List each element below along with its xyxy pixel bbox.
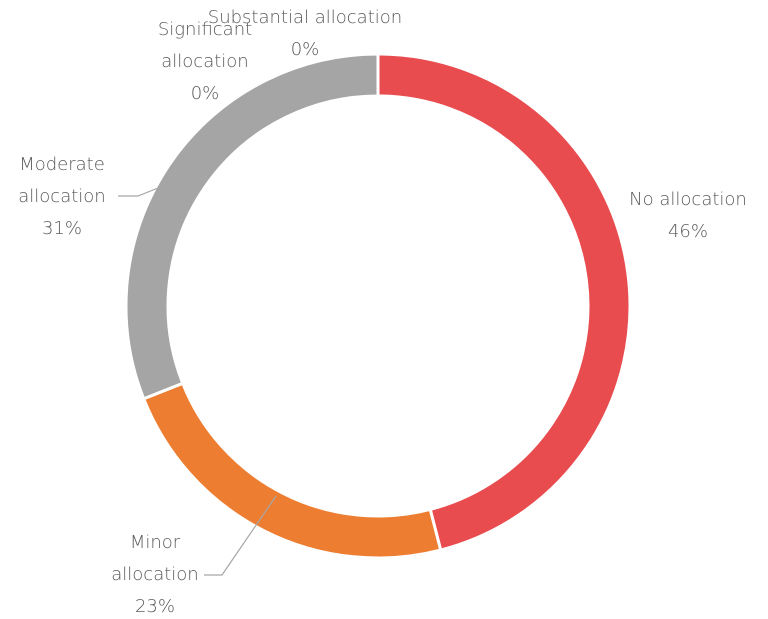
donut-slice: [124, 52, 380, 401]
slice-value-label: 23%: [135, 596, 175, 617]
label-line: Moderate: [19, 154, 105, 175]
slice-label: Moderate allocation: [18, 154, 105, 207]
slice-label: No allocation: [629, 189, 747, 210]
label-line: Significant: [158, 19, 252, 40]
slice-label: Significant allocation: [158, 19, 252, 72]
label-line: Minor: [130, 532, 181, 553]
leader-line: [118, 187, 159, 197]
label-line: allocation: [18, 186, 105, 207]
label-line: allocation: [161, 51, 248, 72]
donut-slice: [376, 52, 632, 552]
donut-slice: [141, 381, 443, 560]
slice-value-label: 31%: [42, 218, 82, 239]
leader-line: [204, 495, 277, 576]
slice-value-label: 0%: [291, 39, 320, 60]
slice-value-label: 0%: [191, 83, 220, 104]
slice-label: Minor allocation: [111, 532, 198, 585]
slice-value-label: 46%: [668, 221, 708, 242]
slice-label: Substantial allocation: [208, 7, 402, 28]
label-line: allocation: [111, 564, 198, 585]
